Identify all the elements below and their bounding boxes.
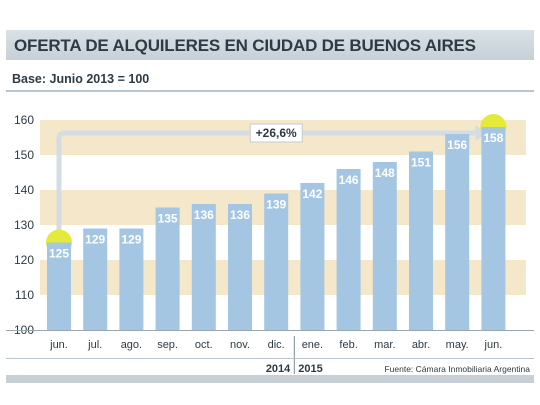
bar <box>155 207 180 330</box>
x-tick-label: jun. <box>49 339 68 351</box>
data-label: 156 <box>447 138 467 152</box>
x-tick-label: jun. <box>484 339 503 351</box>
data-label: 129 <box>121 233 141 247</box>
data-label: 139 <box>266 198 286 212</box>
data-label: 135 <box>158 212 178 226</box>
data-label: 125 <box>49 247 69 261</box>
bar <box>191 204 216 330</box>
annotation-label: +26,6% <box>256 126 297 140</box>
x-tick-label: ene. <box>302 339 323 351</box>
x-tick-label: feb. <box>339 339 357 351</box>
y-tick-label: 110 <box>15 288 34 302</box>
data-label: 136 <box>230 208 250 222</box>
bottom-band <box>6 375 534 383</box>
chart-subtitle: Base: Junio 2013 = 100 <box>12 72 150 86</box>
bar <box>409 151 433 330</box>
bar <box>83 228 108 330</box>
bar <box>372 162 397 330</box>
bar <box>264 193 289 330</box>
chart-title: OFERTA DE ALQUILERES EN CIUDAD DE BUENOS… <box>14 36 476 55</box>
data-label: 148 <box>375 166 395 180</box>
data-label: 136 <box>194 208 214 222</box>
data-label: 146 <box>339 173 359 187</box>
bar <box>336 169 361 330</box>
y-tick-label: 140 <box>14 183 34 197</box>
bar <box>445 134 470 330</box>
x-tick-label: dic. <box>268 339 285 351</box>
data-label: 142 <box>302 187 322 201</box>
y-tick-label: 130 <box>14 218 34 232</box>
growth-arrow-line <box>56 130 480 233</box>
bar <box>481 127 506 330</box>
x-tick-label: mar. <box>374 339 395 351</box>
annotation-box <box>249 123 303 143</box>
x-tick-label: nov. <box>230 339 250 351</box>
x-tick-label: abr. <box>412 339 430 351</box>
x-tick-label: may. <box>446 339 469 351</box>
data-label: 129 <box>85 233 105 247</box>
y-tick-label: 120 <box>14 253 34 267</box>
y-tick-label: 160 <box>14 113 34 127</box>
year-label-2015: 2015 <box>298 363 322 375</box>
year-label-2014: 2014 <box>266 363 291 375</box>
x-tick-label: sep. <box>157 339 178 351</box>
bar <box>300 183 325 330</box>
data-label: 151 <box>411 156 431 170</box>
chart-area: 100 110 120 130 140 150 160 +26,6% 125 129 129 135 1… <box>6 95 534 380</box>
bar <box>119 228 144 330</box>
y-tick-label: 150 <box>14 148 34 162</box>
source-label: Fuente: Cámara Inmobiliaria Argentina <box>384 364 530 374</box>
bar <box>47 242 71 330</box>
data-label: 158 <box>483 131 503 145</box>
x-tick-label: jul. <box>87 339 102 351</box>
header-rule <box>6 90 534 92</box>
title-bar: OFERTA DE ALQUILERES EN CIUDAD DE BUENOS… <box>6 30 534 60</box>
x-tick-label: ago. <box>121 339 142 351</box>
x-tick-label: oct. <box>195 339 213 351</box>
bar <box>228 204 252 330</box>
